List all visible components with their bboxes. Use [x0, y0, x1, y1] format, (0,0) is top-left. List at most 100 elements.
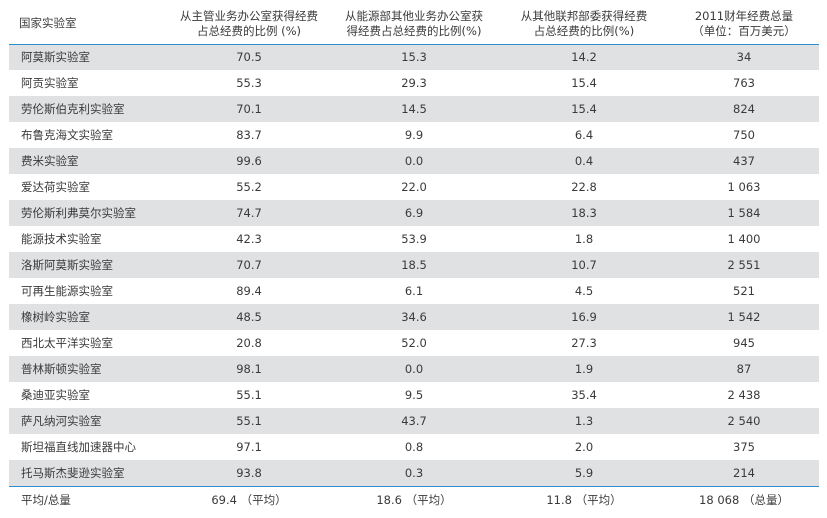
other-federal-share-cell: 15.4: [571, 76, 597, 90]
other-federal-share-cell: 35.4: [571, 388, 597, 402]
average-total-label: 平均/总量: [21, 492, 71, 507]
table-row: 西北太平洋实验室 20.8 52.0 27.3 945: [9, 330, 819, 356]
lab-name-cell: 桑迪亚实验室: [21, 388, 90, 402]
other-doe-share-cell: 34.6: [401, 310, 427, 324]
other-doe-share-cell: 43.7: [401, 414, 427, 428]
header-fy2011-total: 2011财年经费总量 （单位：百万美元）: [669, 4, 819, 45]
other-doe-share-cell: 0.3: [404, 465, 424, 480]
total-funding-cell: 2 551: [727, 258, 761, 272]
other-doe-share-cell: 0.8: [404, 440, 424, 454]
table-row: 阿贡实验室 55.3 29.3 15.4 763: [9, 70, 819, 96]
total-funding-cell: 521: [733, 284, 755, 298]
main-office-share-cell: 89.4: [236, 284, 262, 298]
other-federal-share-cell: 2.0: [574, 440, 594, 454]
lab-name-cell: 能源技术实验室: [21, 232, 102, 246]
header-line: 2011财年经费总量: [694, 8, 794, 23]
total-funding-cell: 1 542: [727, 310, 761, 324]
table-row: 阿莫斯实验室 70.5 15.3 14.2 34: [9, 44, 819, 70]
average-total-value: 18.6 （平均）: [376, 492, 452, 507]
lab-name-cell: 西北太平洋实验室: [21, 336, 113, 350]
lab-funding-table: 国家实验室 从主管业务办公室获得经费 占总经费的比例 (%) 从能源部其他业务办…: [9, 4, 819, 513]
total-funding-cell: 1 400: [727, 232, 761, 246]
table-row: 斯坦福直线加速器中心 97.1 0.8 2.0 375: [9, 434, 819, 460]
other-federal-share-cell: 1.8: [574, 232, 594, 246]
table-row: 萨凡纳河实验室 55.1 43.7 1.3 2 540: [9, 408, 819, 434]
main-office-share-cell: 99.6: [236, 154, 262, 168]
main-office-share-cell: 97.1: [236, 440, 262, 454]
total-funding-cell: 437: [733, 154, 755, 168]
table-body: 阿莫斯实验室 70.5 15.3 14.2 34 阿贡实验室 55.3 29.3 15.4 763…: [9, 44, 819, 513]
main-office-share-cell: 55.2: [236, 180, 262, 194]
other-federal-share-cell: 15.4: [571, 102, 597, 116]
total-funding-cell: 1 063: [727, 180, 761, 194]
table-row: 劳伦斯伯克利实验室 70.1 14.5 15.4 824: [9, 96, 819, 122]
table-row: 普林斯顿实验室 98.1 0.0 1.9 87: [9, 356, 819, 382]
header-lab-name-text: 国家实验室: [19, 16, 77, 31]
lab-name-cell: 斯坦福直线加速器中心: [21, 440, 136, 454]
main-office-share-cell: 48.5: [236, 310, 262, 324]
main-office-share-cell: 98.1: [236, 362, 262, 376]
lab-name-cell: 阿贡实验室: [21, 76, 79, 90]
main-office-share-cell: 83.7: [236, 128, 262, 142]
other-doe-share-cell: 6.9: [404, 206, 424, 220]
main-office-share-cell: 70.1: [236, 102, 262, 116]
other-doe-share-cell: 9.9: [404, 128, 424, 142]
main-office-share-cell: 93.8: [236, 465, 262, 480]
main-office-share-cell: 20.8: [236, 336, 262, 350]
lab-name-cell: 橡树岭实验室: [21, 310, 90, 324]
main-office-share-cell: 74.7: [236, 206, 262, 220]
lab-name-cell: 萨凡纳河实验室: [21, 414, 102, 428]
other-doe-share-cell: 6.1: [404, 284, 424, 298]
lab-name-cell: 普林斯顿实验室: [21, 362, 102, 376]
lab-name-cell: 托马斯杰斐逊实验室: [21, 465, 125, 480]
header-line: （单位：百万美元）: [692, 23, 796, 38]
header-main-office-share: 从主管业务办公室获得经费 占总经费的比例 (%): [169, 4, 329, 45]
other-federal-share-cell: 1.9: [574, 362, 594, 376]
other-doe-share-cell: 0.0: [404, 362, 424, 376]
other-doe-share-cell: 9.5: [404, 388, 424, 402]
table-row: 桑迪亚实验室 55.1 9.5 35.4 2 438: [9, 382, 819, 408]
lab-name-cell: 劳伦斯利弗莫尔实验室: [21, 206, 136, 220]
total-funding-cell: 750: [733, 128, 755, 142]
other-doe-share-cell: 14.5: [401, 102, 427, 116]
header-line: 占总经费的比例(%): [533, 23, 635, 38]
header-line: 得经费占总经费的比例(%): [346, 23, 482, 38]
header-other-doe-office-share: 从能源部其他业务办公室获 得经费占总经费的比例(%): [329, 4, 499, 45]
main-office-share-cell: 70.5: [236, 50, 262, 65]
total-funding-cell: 763: [733, 76, 755, 90]
other-doe-share-cell: 0.0: [404, 154, 424, 168]
lab-name-cell: 布鲁克海文实验室: [21, 128, 113, 142]
table-row: 布鲁克海文实验室 83.7 9.9 6.4 750: [9, 122, 819, 148]
average-total-value: 18 068 （总量）: [699, 492, 789, 507]
total-funding-cell: 2 540: [727, 414, 761, 428]
main-office-share-cell: 42.3: [236, 232, 262, 246]
other-federal-share-cell: 1.3: [574, 414, 594, 428]
average-total-row: 平均/总量 69.4 （平均） 18.6 （平均） 11.8 （平均） 18 068 （…: [9, 486, 819, 513]
main-office-share-cell: 55.1: [236, 414, 262, 428]
table-row: 可再生能源实验室 89.4 6.1 4.5 521: [9, 278, 819, 304]
other-federal-share-cell: 5.9: [574, 465, 594, 480]
lab-name-cell: 劳伦斯伯克利实验室: [21, 102, 125, 116]
header-line: 从主管业务办公室获得经费: [180, 8, 318, 23]
total-funding-cell: 34: [736, 50, 752, 65]
other-doe-share-cell: 53.9: [401, 232, 427, 246]
other-federal-share-cell: 14.2: [571, 50, 597, 65]
lab-name-cell: 爱达荷实验室: [21, 180, 90, 194]
other-federal-share-cell: 4.5: [574, 284, 594, 298]
other-federal-share-cell: 27.3: [571, 336, 597, 350]
main-office-share-cell: 70.7: [236, 258, 262, 272]
total-funding-cell: 214: [733, 465, 755, 480]
other-federal-share-cell: 10.7: [571, 258, 597, 272]
header-line: 从能源部其他业务办公室获: [345, 8, 483, 23]
total-funding-cell: 824: [733, 102, 755, 116]
lab-name-cell: 费米实验室: [21, 154, 79, 168]
table-row: 能源技术实验室 42.3 53.9 1.8 1 400: [9, 226, 819, 252]
table-row: 橡树岭实验室 48.5 34.6 16.9 1 542: [9, 304, 819, 330]
total-funding-cell: 1 584: [727, 206, 761, 220]
lab-name-cell: 洛斯阿莫斯实验室: [21, 258, 113, 272]
table-row: 托马斯杰斐逊实验室 93.8 0.3 5.9 214: [9, 460, 819, 486]
header-line: 从其他联邦部委获得经费: [520, 8, 648, 23]
table-row: 费米实验室 99.6 0.0 0.4 437: [9, 148, 819, 174]
table-row: 洛斯阿莫斯实验室 70.7 18.5 10.7 2 551: [9, 252, 819, 278]
main-office-share-cell: 55.1: [236, 388, 262, 402]
